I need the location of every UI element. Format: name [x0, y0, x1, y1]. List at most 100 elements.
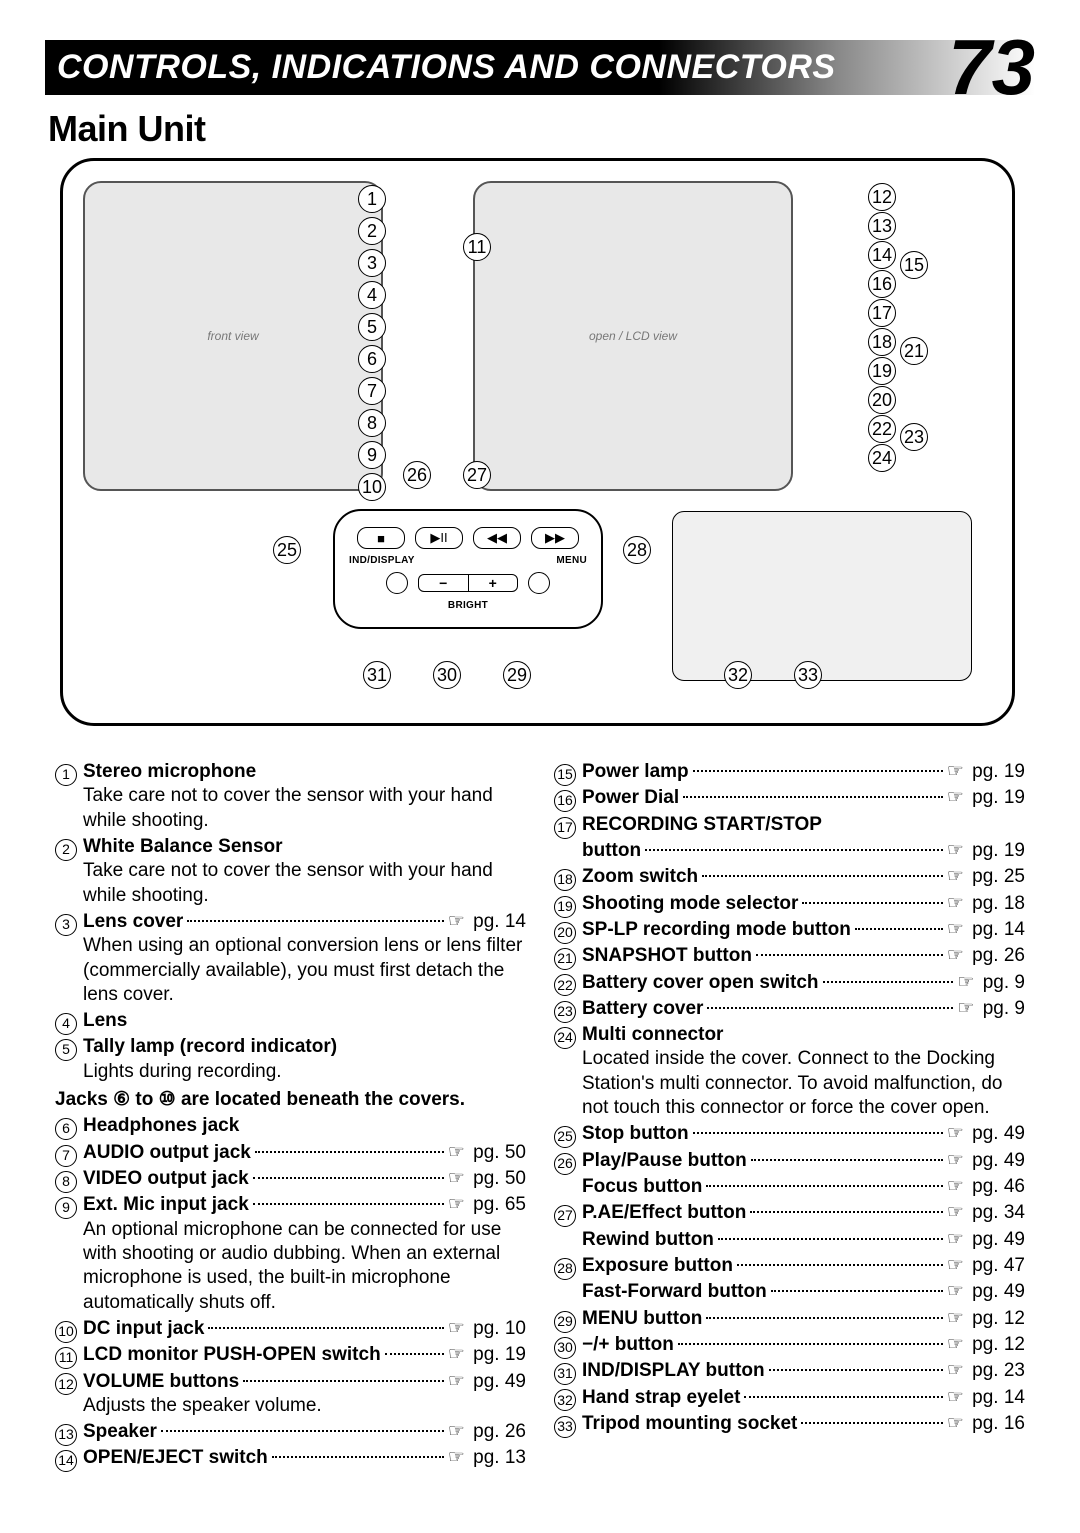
reference-label: Speaker: [83, 1420, 157, 1444]
reference-line: 18Zoom switch pg. 25: [554, 865, 1025, 889]
callout-11: 11: [463, 233, 491, 261]
page-number: 73: [948, 22, 1035, 113]
reference-line: 21SNAPSHOT button pg. 26: [554, 944, 1025, 968]
reference-column-left: 1 Stereo microphone Take care not to cover…: [55, 760, 526, 1473]
callout-column-left: 1 2 3 4 5 6 7 8 9 10: [358, 185, 386, 501]
page-reference: pg. 50: [448, 1141, 526, 1165]
leader-dots: [771, 1290, 943, 1292]
leader-dots: [187, 920, 444, 922]
hand-pointer-icon: [448, 1142, 468, 1163]
reference-line: 25Stop button pg. 49: [554, 1122, 1025, 1146]
minus-button-icon: −: [419, 575, 469, 591]
plus-button-icon: +: [469, 575, 518, 591]
page-reference: pg. 65: [448, 1193, 526, 1217]
hand-pointer-icon: [947, 1413, 967, 1434]
reference-description: An optional microphone can be connected …: [55, 1218, 526, 1315]
reference-description: Take care not to cover the sensor with y…: [55, 859, 526, 908]
leader-dots: [683, 796, 943, 798]
reference-line: Fast-Forward button pg. 49: [554, 1280, 1025, 1304]
reference-label: Zoom switch: [582, 865, 698, 889]
stop-button-icon: ■: [357, 527, 405, 549]
reference-line: Rewind button pg. 49: [554, 1228, 1025, 1252]
reference-entry: 31IND/DISPLAY button pg. 23: [554, 1359, 1025, 1383]
reference-entry: 3Lens cover pg. 14When using an optional…: [55, 910, 526, 1007]
reference-label: Focus button: [582, 1175, 702, 1199]
page-reference: pg. 49: [947, 1122, 1025, 1146]
rewind-button-icon: ◀◀: [473, 527, 521, 549]
leader-dots: [243, 1380, 444, 1382]
reference-line: 10DC input jack pg. 10: [55, 1317, 526, 1341]
reference-entry: 13Speaker pg. 26: [55, 1420, 526, 1444]
hand-pointer-icon: [957, 972, 977, 993]
reference-entry: 9Ext. Mic input jack pg. 65An optional m…: [55, 1193, 526, 1315]
bright-label: BRIGHT: [448, 600, 488, 611]
reference-line: 20SP-LP recording mode button pg. 14: [554, 918, 1025, 942]
callout-30: 30: [433, 661, 461, 689]
callout-column-right-a: 12 13 14 16 17 18 19 20 22 24: [868, 183, 896, 472]
callout-6: 6: [358, 345, 386, 373]
reference-entry: 30−/+ button pg. 12: [554, 1333, 1025, 1357]
reference-entry: 12VOLUME buttons pg. 49Adjusts the speak…: [55, 1370, 526, 1419]
page-reference: pg. 14: [947, 1386, 1025, 1410]
reference-label: Hand strap eyelet: [582, 1386, 740, 1410]
reference-label: Headphones jack: [83, 1114, 239, 1138]
reference-entry: 24Multi connectorLocated inside the cove…: [554, 1023, 1025, 1120]
reference-description: Adjusts the speaker volume.: [55, 1394, 526, 1418]
page-reference: pg. 26: [448, 1420, 526, 1444]
leader-dots: [693, 1132, 943, 1134]
reference-number: 22: [554, 974, 576, 996]
reference-number: 7: [55, 1145, 77, 1167]
reference-label: White Balance Sensor: [83, 835, 283, 859]
reference-number: 11: [55, 1347, 77, 1369]
reference-line: 6Headphones jack: [55, 1114, 526, 1138]
reference-entry: Fast-Forward button pg. 49: [554, 1280, 1025, 1304]
reference-entry: 32Hand strap eyelet pg. 14: [554, 1386, 1025, 1410]
reference-label: LCD monitor PUSH-OPEN switch: [83, 1343, 381, 1367]
leader-dots: [737, 1264, 943, 1266]
leader-dots: [718, 1238, 943, 1240]
hand-pointer-icon: [448, 911, 468, 932]
reference-number: 33: [554, 1416, 576, 1438]
callout-28: 28: [623, 536, 651, 564]
reference-entry: 33Tripod mounting socket pg. 16: [554, 1412, 1025, 1436]
reference-number: 20: [554, 922, 576, 944]
page-reference: pg. 47: [947, 1254, 1025, 1278]
leader-dots: [208, 1327, 443, 1329]
reference-label: Stereo microphone: [83, 760, 256, 784]
reference-entry: 11LCD monitor PUSH-OPEN switch pg. 19: [55, 1343, 526, 1367]
reference-line: 30−/+ button pg. 12: [554, 1333, 1025, 1357]
reference-note: Jacks ⑥ to ⑩ are located beneath the cov…: [55, 1088, 526, 1112]
reference-entry: 16Power Dial pg. 19: [554, 786, 1025, 810]
reference-line: 9Ext. Mic input jack pg. 65: [55, 1193, 526, 1217]
reference-description: When using an optional conversion lens o…: [55, 934, 526, 1007]
reference-number: 12: [55, 1373, 77, 1395]
menu-button-icon: [528, 572, 550, 594]
callout-25: 25: [273, 536, 301, 564]
page-title: CONTROLS, INDICATIONS AND CONNECTORS: [57, 48, 836, 87]
hand-pointer-icon: [448, 1168, 468, 1189]
page-reference: pg. 25: [947, 865, 1025, 889]
callout-4: 4: [358, 281, 386, 309]
leader-dots: [161, 1430, 444, 1432]
reference-entry: 18Zoom switch pg. 25: [554, 865, 1025, 889]
page-subtitle: Main Unit: [48, 108, 205, 150]
reference-number: 25: [554, 1126, 576, 1148]
leader-dots: [385, 1353, 444, 1355]
reference-number: 19: [554, 896, 576, 918]
callout-12: 12: [868, 183, 896, 211]
reference-label: VOLUME buttons: [83, 1370, 239, 1394]
reference-number: 23: [554, 1001, 576, 1023]
reference-number: 9: [55, 1197, 77, 1219]
leader-dots: [823, 981, 954, 983]
reference-line: 32Hand strap eyelet pg. 14: [554, 1386, 1025, 1410]
leader-dots: [706, 1317, 943, 1319]
reference-number: 1: [55, 764, 77, 786]
hand-pointer-icon: [947, 919, 967, 940]
callout-8: 8: [358, 409, 386, 437]
menu-label: MENU: [556, 555, 587, 566]
reference-columns: 1 Stereo microphone Take care not to cover…: [55, 760, 1025, 1473]
reference-entry: 23Battery cover pg. 9: [554, 997, 1025, 1021]
leader-dots: [707, 1007, 953, 1009]
reference-number: 24: [554, 1027, 576, 1049]
reference-description: Located inside the cover. Connect to the…: [554, 1047, 1025, 1120]
